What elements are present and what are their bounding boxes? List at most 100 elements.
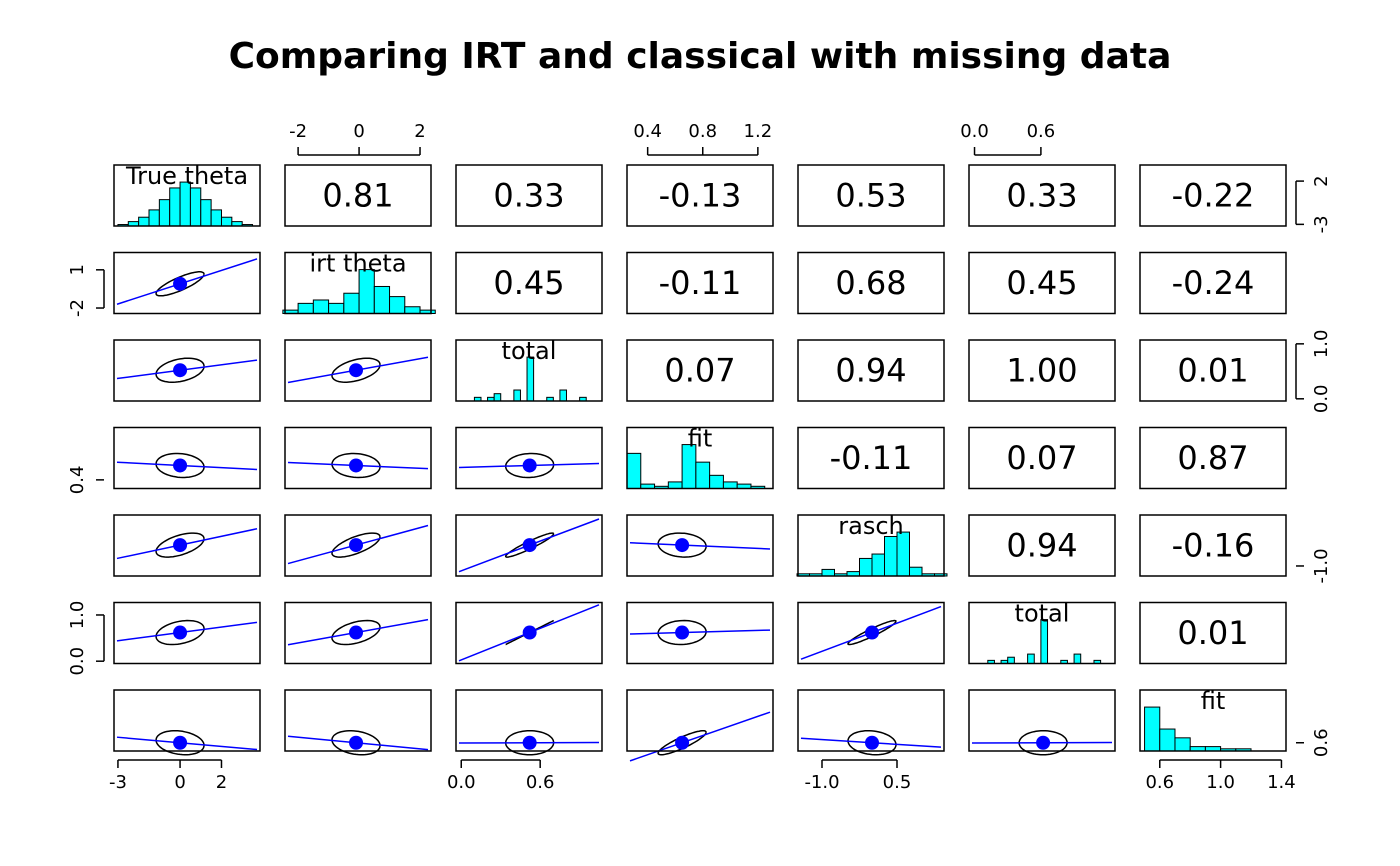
- panel-frame: [113, 601, 261, 665]
- panel-frame: [113, 689, 261, 752]
- panel-frame: [626, 689, 774, 752]
- chart-title: Comparing IRT and classical with missing…: [229, 36, 1172, 77]
- histogram-bar: [859, 557, 873, 577]
- panel-frame: [797, 426, 945, 490]
- histogram-bar: [200, 199, 212, 227]
- panel-frame: [113, 251, 261, 315]
- histogram-bar: [210, 209, 222, 227]
- panel-frame: [284, 339, 432, 402]
- histogram-bar: [1027, 653, 1035, 664]
- correlation: 0.94: [1006, 527, 1077, 565]
- x-tick-label: 0.6: [526, 772, 555, 793]
- histogram-bar: [189, 187, 202, 227]
- panel-frame: [1139, 689, 1287, 752]
- correlation-ellipse: [657, 729, 707, 756]
- panel-frame: [455, 251, 603, 315]
- panel-frame: [113, 339, 261, 402]
- panel-frame: [626, 601, 774, 665]
- panel-frame: [626, 514, 774, 577]
- panel-frame: [797, 601, 945, 665]
- x-tick-label: -1.0: [804, 772, 839, 793]
- mean-point: [349, 538, 364, 553]
- mean-point: [865, 735, 879, 750]
- mean-point: [173, 538, 188, 553]
- correlation-ellipse: [155, 532, 205, 558]
- histogram-bar: [871, 553, 885, 577]
- histogram-bar: [148, 209, 160, 227]
- x-tick-label: 2: [216, 772, 227, 793]
- correlation: 0.68: [835, 264, 906, 302]
- x-tick-label: -3: [109, 772, 127, 793]
- correlation: -0.11: [830, 439, 913, 477]
- correlation-ellipse: [331, 357, 381, 383]
- histogram-bar: [220, 216, 233, 227]
- correlation-ellipse: [331, 532, 381, 558]
- variable-name: fit: [688, 425, 713, 453]
- y-tick-label: 1: [67, 264, 88, 275]
- x-tick-label: 0.0: [960, 121, 989, 142]
- histogram-bar: [1174, 737, 1191, 752]
- mean-point: [522, 458, 537, 473]
- variable-name: True theta: [125, 162, 248, 190]
- y-tick-label: -3: [1311, 215, 1332, 233]
- correlation: 0.33: [1006, 177, 1077, 215]
- panel-frame: [284, 164, 432, 227]
- correlation-ellipse: [504, 532, 555, 558]
- panel-frame: [284, 601, 432, 665]
- x-tick-label: 0.6: [1027, 121, 1056, 142]
- correlation: 1.00: [1006, 352, 1077, 390]
- x-tick-label: -2: [289, 121, 307, 142]
- correlation: 0.07: [1006, 439, 1077, 477]
- histogram-bar: [138, 216, 150, 227]
- histogram-bar: [169, 187, 181, 227]
- panel-frame: [455, 426, 603, 490]
- correlation: 0.81: [322, 177, 393, 215]
- correlation-ellipse: [331, 619, 381, 646]
- histogram-bar: [1007, 656, 1015, 664]
- panel-frame: [968, 164, 1116, 227]
- correlation: -0.13: [659, 177, 742, 215]
- y-tick-label: 0.0: [67, 647, 88, 676]
- histogram-bar: [328, 302, 345, 315]
- histogram-bar: [626, 452, 642, 490]
- panel-frame: [1139, 514, 1287, 577]
- histogram-bar: [373, 285, 391, 315]
- mean-point: [173, 458, 188, 473]
- panel-frame: [968, 426, 1116, 490]
- mean-point: [675, 538, 690, 553]
- correlation-ellipse: [155, 619, 205, 646]
- x-tick-label: 2: [414, 121, 425, 142]
- variable-name: fit: [1201, 687, 1226, 715]
- mean-point: [522, 735, 537, 750]
- correlation: 0.94: [835, 352, 906, 390]
- x-tick-label: 0.8: [688, 121, 717, 142]
- mean-point: [173, 625, 188, 640]
- correlation: 0.33: [493, 177, 564, 215]
- panel-frame: [455, 339, 603, 402]
- panel-frame: [284, 426, 432, 490]
- panel-frame: [455, 689, 603, 752]
- x-tick-label: 0.6: [1145, 772, 1174, 793]
- variable-name: total: [1015, 600, 1070, 628]
- histogram-bar: [1073, 653, 1082, 664]
- y-tick-label: 0.6: [1311, 728, 1332, 757]
- fit-line: [116, 528, 258, 560]
- variable-name: total: [502, 337, 557, 365]
- histogram-bar: [1159, 728, 1176, 752]
- mean-point: [522, 625, 537, 640]
- correlation-ellipse: [155, 357, 205, 383]
- histogram-bar: [695, 461, 711, 490]
- panel-frame: [113, 164, 261, 227]
- histogram-bar: [722, 481, 738, 489]
- y-tick-label: 1.0: [67, 601, 88, 630]
- x-tick-label: 0.0: [447, 772, 476, 793]
- mean-point: [349, 363, 364, 378]
- y-tick-label: 2: [1311, 175, 1332, 186]
- y-tick-label: 1.0: [1311, 330, 1332, 359]
- panel-frame: [1139, 164, 1287, 227]
- mean-point: [675, 735, 690, 750]
- fit-line: [629, 542, 771, 550]
- y-tick-label: -1.0: [1311, 548, 1332, 583]
- fit-line: [629, 629, 771, 635]
